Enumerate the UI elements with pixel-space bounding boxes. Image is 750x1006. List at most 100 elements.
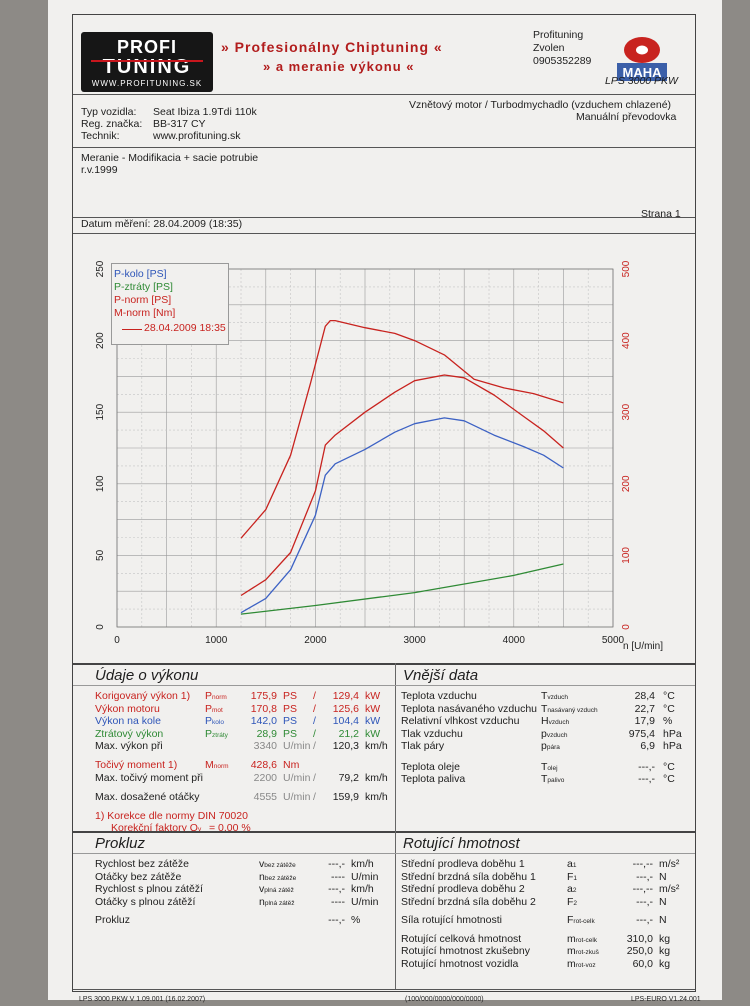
- max-otacky-label: Max. dosažené otáčky: [95, 791, 199, 804]
- rotujici-row-value: ---,-: [636, 896, 653, 909]
- max-vykon-rpm: 3340: [254, 740, 277, 753]
- series-line-0: [241, 418, 563, 613]
- prokluz-row-unit: U/min: [351, 896, 378, 909]
- rotujici-row-value: 60,0: [633, 958, 653, 971]
- rotujici-row-unit: kg: [659, 933, 670, 946]
- moment-pri-speed: 79,2: [339, 772, 359, 785]
- vnejsi-row-label: Tlak vzduchu: [401, 728, 463, 741]
- prokluz-row-label: Prokluz: [95, 914, 130, 927]
- prokluz-row-value: ----: [331, 896, 345, 909]
- legend-date: 28.04.2009 18:35: [144, 322, 226, 335]
- rotujici-row-label: Střední brzdná síla doběhu 2: [401, 896, 536, 909]
- y-tick-label-left: 50: [95, 549, 106, 561]
- y-tick-label-left: 250: [95, 260, 106, 277]
- vnejsi-row-value: 17,9: [635, 715, 655, 728]
- vnejsi-row-unit: °C: [663, 761, 675, 774]
- headline-meranie: » a meranie výkonu «: [263, 59, 415, 74]
- label-technik: Technik:: [81, 130, 120, 143]
- rotujici-row-symbol: Frot-celk: [567, 914, 595, 928]
- prokluz-row-label: Rychlost s plnou zátěží: [95, 883, 203, 896]
- rotujici-row-unit: m/s²: [659, 858, 679, 871]
- vnejsi-row-unit: °C: [663, 703, 675, 716]
- prokluz-row-unit: km/h: [351, 883, 374, 896]
- vnejsi-row-value: 975,4: [629, 728, 655, 741]
- gearbox-type: Manuální převodovka: [576, 111, 676, 124]
- rotujici-row-label: Střední prodleva doběhu 2: [401, 883, 525, 896]
- vnejsi-row-value: 28,4: [635, 690, 655, 703]
- dyno-model: LPS 3000 PKW: [605, 75, 678, 88]
- vnejsi-row-value: 6,9: [640, 740, 655, 753]
- rotujici-row-label: Rotující hmotnost zkušebny: [401, 945, 530, 958]
- vnejsi-row-value: ---,-: [638, 773, 655, 786]
- vnejsi-row-unit: °C: [663, 690, 675, 703]
- moment-value: 428,6: [251, 759, 277, 772]
- vnejsi-row-unit: hPa: [663, 728, 682, 741]
- vykon-row-unit-kw: kW: [365, 703, 380, 716]
- y-tick-label-right: 400: [621, 332, 632, 349]
- company-city: Zvolen: [533, 42, 565, 55]
- legend-p-ztraty: P-ztráty [PS]: [114, 281, 173, 294]
- vnejsi-row-label: Teplota paliva: [401, 773, 465, 786]
- max-otacky-speed: 159,9: [333, 791, 359, 804]
- vnejsi-row-label: Tlak páry: [401, 740, 444, 753]
- max-vykon-speed: 120,3: [333, 740, 359, 753]
- y-tick-label-left: 0: [95, 624, 106, 630]
- rotujici-row-value: ---,--: [633, 883, 653, 896]
- vykon-row-unit-kw: kW: [365, 715, 380, 728]
- max-vykon-speed-unit: km/h: [365, 740, 388, 753]
- y-tick-label-left: 200: [95, 332, 106, 349]
- vykon-row-symbol: Pztráty: [205, 728, 228, 742]
- vykon-row-label: Výkon motoru: [95, 703, 160, 716]
- moment-symbol: Mnorm: [205, 759, 229, 773]
- vykon-row-value-kw: 104,4: [333, 715, 359, 728]
- prokluz-row-value: ---,-: [328, 858, 345, 871]
- x-axis-label: n [U/min]: [623, 641, 663, 652]
- rotujici-row-unit: m/s²: [659, 883, 679, 896]
- y-tick-label-right: 100: [621, 547, 632, 564]
- vnejsi-row-symbol: ppára: [541, 740, 560, 754]
- max-vykon-rpm-unit: U/min: [283, 740, 310, 753]
- rotujici-row-unit: N: [659, 871, 667, 884]
- rotujici-row-symbol: F2: [567, 896, 577, 910]
- vykon-row-value-kw: 21,2: [339, 728, 359, 741]
- rotujici-row-value: ---,-: [636, 914, 653, 927]
- x-tick-label: 5000: [602, 635, 625, 646]
- vnejsi-row-label: Teplota vzduchu: [401, 690, 477, 703]
- max-otacky-rpm-unit: U/min: [283, 791, 310, 804]
- vykon-row-value-ps: 170,8: [251, 703, 277, 716]
- max-otacky-separator: /: [313, 791, 316, 804]
- prokluz-row-value: ---,-: [328, 914, 345, 927]
- vykon-row-value-ps: 142,0: [251, 715, 277, 728]
- vykon-row-unit-ps: PS: [283, 728, 297, 741]
- vykon-row-value-ps: 175,9: [251, 690, 277, 703]
- y-tick-label-right: 0: [621, 624, 632, 630]
- legend-p-kolo: P-kolo [PS]: [114, 268, 167, 281]
- prokluz-row-unit: U/min: [351, 871, 378, 884]
- prokluz-row-unit: %: [351, 914, 360, 927]
- company-phone: 0905352289: [533, 55, 591, 68]
- vykon-row-value-kw: 125,6: [333, 703, 359, 716]
- rotujici-row-label: Rotující hmotnost vozidla: [401, 958, 518, 971]
- vnejsi-row-unit: °C: [663, 773, 675, 786]
- rotujici-row-label: Síla rotující hmotnosti: [401, 914, 502, 927]
- prokluz-row-value: ---,-: [328, 883, 345, 896]
- rotujici-row-value: ---,--: [633, 858, 653, 871]
- max-vykon-label: Max. výkon při: [95, 740, 163, 753]
- vykon-row-separator: /: [313, 703, 316, 716]
- prokluz-row-label: Rychlost bez zátěže: [95, 858, 189, 871]
- x-tick-label: 1000: [205, 635, 228, 646]
- profituning-logo: PROFI TUNING WWW.PROFITUNING.SK: [81, 32, 213, 92]
- x-tick-label: 2000: [304, 635, 327, 646]
- prokluz-row-value: ----: [331, 871, 345, 884]
- vnejsi-row-unit: hPa: [663, 740, 682, 753]
- max-otacky-rpm: 4555: [254, 791, 277, 804]
- y-tick-label-left: 150: [95, 403, 106, 420]
- series-line-2: [241, 375, 563, 596]
- vykon-row-separator: /: [313, 728, 316, 741]
- rotujici-row-label: Rotující celková hmotnost: [401, 933, 521, 946]
- note-year: r.v.1999: [81, 164, 118, 177]
- rotujici-row-symbol: mrot-voz: [567, 958, 596, 972]
- vnejsi-row-symbol: Tpalivo: [541, 773, 564, 787]
- rotujici-row-unit: N: [659, 914, 667, 927]
- moment-pri-label: Max. točivý moment při: [95, 772, 203, 785]
